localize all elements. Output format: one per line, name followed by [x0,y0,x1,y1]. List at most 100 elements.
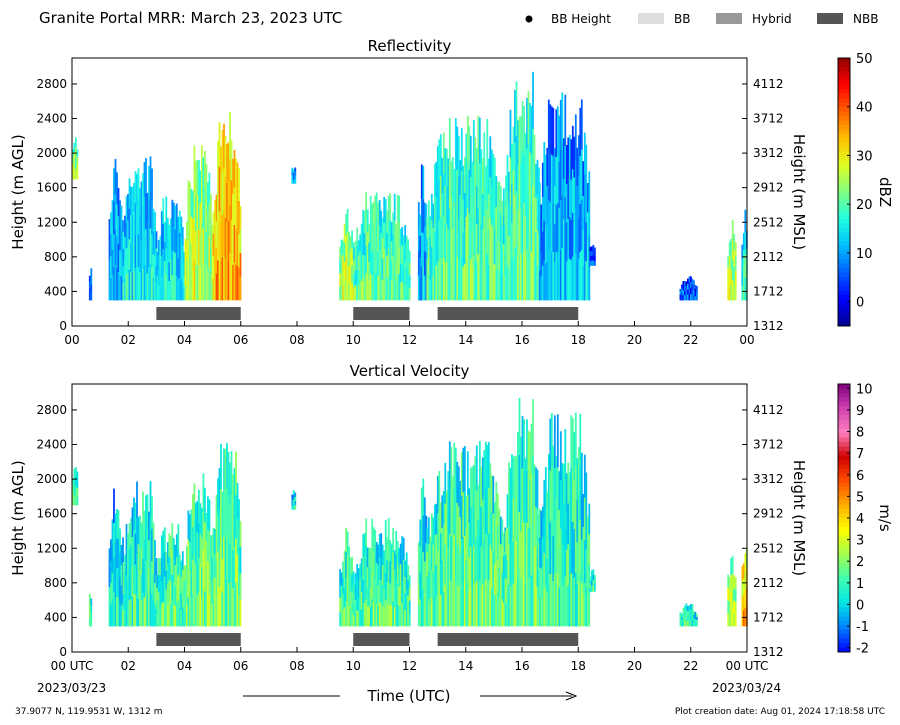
reflectivity-echo-cell [192,218,194,246]
velocity-echo-cell [567,503,570,545]
velocity-echo-cell [514,456,516,499]
reflectivity-echo-cell [568,217,571,259]
velocity-echo-cell [148,540,150,570]
reflectivity-echo-cell [217,180,219,221]
reflectivity-echo-cell [562,219,565,260]
velocity-echo-cell [471,466,474,507]
velocity-echo-cell [381,565,384,586]
reflectivity-echo-cell [146,219,149,247]
reflectivity-echo-cell [227,181,230,222]
velocity-echo-cell [389,561,392,584]
reflectivity-echo-cell [114,264,117,301]
reflectivity-echo-cell [346,277,349,301]
velocity-echo-cell [142,525,144,560]
reflectivity-echo-cell [217,260,219,301]
velocity-echo-cell [238,530,240,563]
reflectivity-echo-cell [580,249,583,301]
velocity-colorbar-segment [838,513,850,519]
velocity-echo-cell [436,588,439,627]
reflectivity-echo-cell [555,109,558,158]
reflectivity-echo-cell [354,270,357,286]
reflectivity-echo-cell [521,200,524,251]
velocity-echo-cell [508,544,510,586]
velocity-echo-cell [210,535,212,559]
reflectivity-echo-cell [76,156,79,165]
velocity-echo-cell [345,527,347,553]
velocity-echo-cell [417,563,420,585]
reflectivity-echo-cell [201,145,203,185]
velocity-echo-cell [592,586,595,592]
reflectivity-echo-cell [186,280,188,301]
velocity-echo-cell [486,580,489,627]
velocity-echo-cell [420,591,423,627]
velocity-echo-cell [558,471,561,511]
velocity-echo-cell [580,452,583,497]
reflectivity-echo-cell [495,269,498,301]
velocity-echo-cell [556,467,559,521]
reflectivity-echo-cell [192,190,194,219]
velocity-echo-cell [363,533,366,557]
velocity-echo-cell [511,497,513,541]
velocity-echo-cell [444,503,447,545]
reflectivity-echo-cell [567,178,570,220]
velocity-echo-cell [583,540,586,584]
velocity-echo-cell [741,611,744,627]
velocity-echo-cell [495,553,498,591]
reflectivity-echo-cell [422,165,425,200]
reflectivity-echo-cell [462,165,465,200]
velocity-echo-cell [536,508,539,549]
velocity-echo-cell [562,545,565,586]
velocity-echo-cell [483,450,486,495]
velocity-echo-cell [515,455,518,499]
velocity-echo-cell [731,608,734,627]
reflectivity-echo-cell [588,171,591,204]
reflectivity-ytick-label: 400 [44,284,67,298]
reflectivity-echo-cell [139,243,141,273]
reflectivity-echo-cell [570,179,573,220]
reflectivity-colorbar-tick-label: 50 [856,52,873,67]
velocity-echo-cell [201,508,203,538]
velocity-echo-cell [143,539,146,569]
reflectivity-echo-cell [526,249,528,301]
velocity-echo-cell [523,522,525,575]
reflectivity-echo-cell [486,254,489,301]
reflectivity-echo-cell [220,146,222,186]
reflectivity-echo-cell [174,205,177,230]
reflectivity-echo-cell [230,260,233,301]
reflectivity-echo-cell [349,284,352,301]
velocity-echo-cell [116,509,118,539]
velocity-echo-cell [119,601,121,627]
reflectivity-echo-cell [419,278,422,301]
velocity-echo-cell [384,520,387,547]
reflectivity-echo-cell [728,285,731,301]
reflectivity-echo-cell [210,220,212,248]
reflectivity-echo-cell [90,276,93,285]
velocity-echo-cell [564,429,567,479]
reflectivity-colorbar-segment [838,156,850,162]
velocity-echo-cell [526,419,528,472]
reflectivity-echo-cell [169,238,172,260]
reflectivity-colorbar-segment [838,192,850,197]
reflectivity-echo-cell [152,208,155,232]
reflectivity-echo-cell [405,267,408,285]
reflectivity-echo-cell [166,238,169,260]
reflectivity-echo-cell [116,204,118,237]
velocity-echo-cell [189,570,191,599]
reflectivity-echo-cell [483,132,486,175]
reflectivity-echo-cell [125,274,128,301]
velocity-echo-cell [465,495,468,529]
reflectivity-echo-cell [553,224,556,263]
reflectivity-echo-cell [459,195,462,231]
velocity-echo-cell [177,575,180,601]
velocity-echo-cell [291,502,294,506]
reflectivity-echo-cell [474,178,477,220]
velocity-echo-cell [374,578,377,603]
reflectivity-echo-cell [477,162,480,209]
velocity-colorbar-segment [838,580,850,586]
reflectivity-echo-cell [553,262,556,301]
velocity-echo-cell [468,522,471,558]
velocity-echo-cell [559,480,562,529]
velocity-echo-cell [372,527,375,553]
velocity-colorbar-tick-label: 7 [856,447,864,462]
reflectivity-echo-cell [574,114,577,162]
